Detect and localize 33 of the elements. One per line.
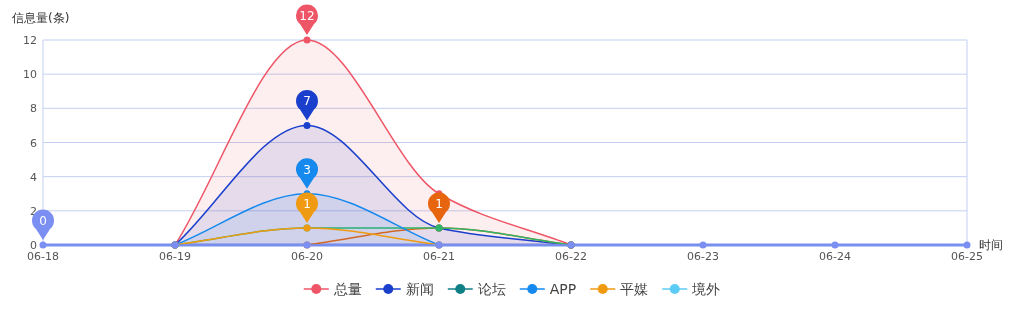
y-tick-label: 4 [30, 170, 37, 184]
legend-label: 论坛 [477, 281, 506, 297]
x-tick-label: 06-23 [687, 250, 719, 263]
pin: 7 [296, 89, 318, 121]
pin: 3 [296, 158, 318, 189]
legend-label: 平媒 [620, 281, 649, 297]
y-tick-label: 12 [23, 34, 37, 47]
pin: 1 [296, 192, 318, 223]
pin: 1 [428, 192, 450, 223]
x-tick-label: 06-20 [291, 250, 323, 263]
annotation: 3 [303, 162, 311, 177]
x-tick-label: 06-19 [159, 250, 191, 263]
y-tick-label: 8 [30, 102, 37, 116]
annotation: 7 [303, 94, 311, 109]
y-tick-label: 10 [23, 68, 37, 82]
y-axis-title: 信息量(条) [12, 11, 70, 25]
annotation: 1 [303, 196, 311, 211]
legend-label: 境外 [691, 281, 721, 297]
annotation: 1 [435, 196, 443, 211]
x-tick-label: 06-24 [819, 250, 851, 263]
x-tick-label: 06-25 [951, 250, 983, 263]
y-tick-label: 6 [30, 136, 37, 150]
pin: 12 [296, 4, 318, 35]
legend-label: APP [549, 281, 577, 297]
x-tick-label: 06-22 [555, 250, 587, 263]
annotation: 0 [39, 214, 47, 228]
x-tick-label: 06-18 [27, 250, 59, 263]
legend-label: 新闻 [405, 281, 434, 297]
legend-label: 总量 [332, 281, 362, 297]
x-axis-title: 时间 [979, 238, 1003, 252]
x-tick-label: 06-21 [423, 250, 455, 263]
y-tick-label: 0 [30, 239, 37, 252]
annotation: 12 [299, 9, 315, 23]
